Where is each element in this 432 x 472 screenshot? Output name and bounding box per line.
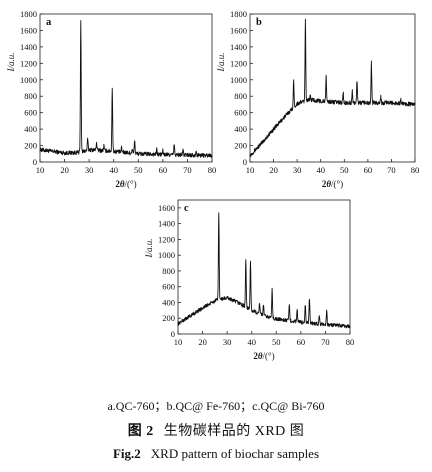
y-tick-label: 800 xyxy=(162,266,175,276)
y-tick-label: 1800 xyxy=(230,9,247,19)
y-tick-label: 1600 xyxy=(20,25,37,35)
figure-caption-chinese: 图 2 生物碳样品的 XRD 图 xyxy=(0,420,432,440)
y-tick-label: 600 xyxy=(24,108,37,118)
x-tick-label: 50 xyxy=(134,165,143,175)
x-axis-label: 2θ/(°) xyxy=(322,179,343,189)
y-tick-label: 400 xyxy=(162,297,175,307)
y-tick-label: 1200 xyxy=(20,58,37,68)
y-tick-label: 400 xyxy=(234,124,247,134)
x-tick-label: 10 xyxy=(246,165,255,175)
xrd-pattern-line xyxy=(249,18,416,158)
x-tick-label: 30 xyxy=(85,165,94,175)
y-tick-label: 1000 xyxy=(230,75,247,85)
panel-label: b xyxy=(256,17,262,28)
y-tick-label: 400 xyxy=(24,124,37,134)
y-tick-label: 1400 xyxy=(230,42,247,52)
figure-number-en: Fig.2 xyxy=(112,446,141,461)
x-tick-label: 50 xyxy=(272,337,281,347)
panel-label: a xyxy=(46,17,52,28)
plot-frame xyxy=(249,13,416,163)
plot-frame xyxy=(177,199,351,335)
x-tick-label: 20 xyxy=(269,165,278,175)
x-tick-label: 30 xyxy=(223,337,232,347)
y-axis-label: I/a.u. xyxy=(216,53,226,73)
xrd-panel-c: 0 200 400 600 800 1000 1200 1400 1600 10 20 30 40 50 6… xyxy=(144,199,355,361)
y-tick-label: 1200 xyxy=(230,58,247,68)
panel-label: c xyxy=(184,203,189,214)
y-tick-label: 0 xyxy=(171,329,175,339)
x-tick-label: 10 xyxy=(174,337,183,347)
figure-number-cn: 图 2 xyxy=(127,424,154,439)
x-tick-label: 80 xyxy=(411,165,420,175)
x-tick-label: 60 xyxy=(159,165,168,175)
y-tick-label: 600 xyxy=(162,282,175,292)
y-tick-label: 1800 xyxy=(20,9,37,19)
y-tick-label: 200 xyxy=(24,141,37,151)
xrd-pattern-line xyxy=(177,212,351,329)
y-tick-label: 0 xyxy=(33,157,37,167)
x-axis-label: 2θ/(°) xyxy=(253,351,274,361)
y-tick-label: 1600 xyxy=(230,25,247,35)
y-tick-label: 200 xyxy=(162,313,175,323)
x-tick-label: 10 xyxy=(36,165,45,175)
x-tick-label: 70 xyxy=(387,165,396,175)
x-tick-label: 70 xyxy=(321,337,330,347)
x-tick-label: 50 xyxy=(340,165,349,175)
x-tick-label: 80 xyxy=(208,165,217,175)
y-tick-label: 1200 xyxy=(158,234,175,244)
x-tick-label: 60 xyxy=(297,337,306,347)
figure-title-en: XRD pattern of biochar samples xyxy=(150,446,320,461)
y-tick-label: 600 xyxy=(234,108,247,118)
xrd-panel-a: 0 200 400 600 800 1000 1200 1400 1600 1800 10 20 30 4… xyxy=(6,9,216,189)
x-tick-label: 40 xyxy=(109,165,118,175)
y-tick-label: 1000 xyxy=(158,250,175,260)
x-tick-label: 60 xyxy=(364,165,373,175)
figure-title-cn: 生物碳样品的 XRD 图 xyxy=(163,424,305,439)
sample-legend-caption: a.QC-760；b.QC@ Fe-760；c.QC@ Bi-760 xyxy=(107,399,325,413)
y-tick-label: 1600 xyxy=(158,203,175,213)
xrd-pattern-line xyxy=(39,20,213,158)
y-axis-label: I/a.u. xyxy=(144,239,154,259)
x-tick-label: 40 xyxy=(247,337,256,347)
x-tick-label: 80 xyxy=(346,337,355,347)
x-axis-label: 2θ/(°) xyxy=(115,179,136,189)
y-tick-label: 800 xyxy=(234,91,247,101)
y-tick-label: 0 xyxy=(243,157,247,167)
plot-frame xyxy=(39,13,213,163)
x-tick-label: 30 xyxy=(293,165,302,175)
x-tick-label: 20 xyxy=(60,165,69,175)
x-tick-label: 20 xyxy=(198,337,207,347)
y-tick-label: 1400 xyxy=(158,219,175,229)
figure-caption-english: Fig.2 XRD pattern of biochar samples xyxy=(0,446,432,462)
y-axis-label: I/a.u. xyxy=(6,53,16,73)
y-tick-label: 1400 xyxy=(20,42,37,52)
y-tick-label: 800 xyxy=(24,91,37,101)
xrd-panel-b: 0 200 400 600 800 1000 1200 1400 1600 1800 10 20 30 4… xyxy=(216,9,419,189)
y-tick-label: 1000 xyxy=(20,75,37,85)
y-tick-label: 200 xyxy=(234,141,247,151)
x-tick-label: 70 xyxy=(183,165,192,175)
x-tick-label: 40 xyxy=(316,165,325,175)
